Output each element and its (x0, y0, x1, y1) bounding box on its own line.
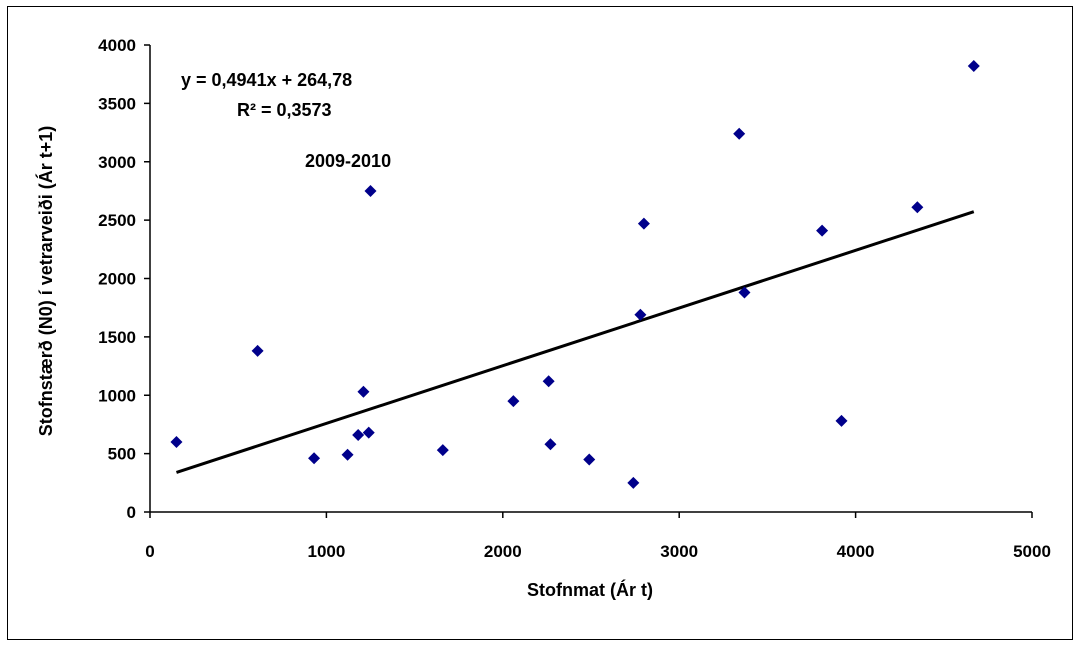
data-point (634, 308, 647, 321)
x-tick-label: 3000 (660, 542, 698, 561)
data-point (308, 452, 321, 465)
y-axis-ticks: 0 500 1000 1500 2000 2500 3000 3500 4000 (98, 36, 150, 522)
x-axis-ticks: 0 1000 2000 3000 4000 5000 (145, 512, 1051, 561)
data-point (911, 201, 924, 214)
data-point (542, 375, 555, 388)
data-point (816, 224, 829, 237)
y-tick-label: 4000 (98, 36, 136, 55)
x-tick-label: 0 (145, 542, 154, 561)
y-tick-label: 3000 (98, 153, 136, 172)
data-point (738, 286, 751, 299)
data-point (170, 435, 183, 448)
data-point (733, 127, 746, 140)
y-tick-label: 2000 (98, 270, 136, 289)
y-tick-label: 1000 (98, 386, 136, 405)
data-point (362, 426, 375, 439)
r-squared-label: R² = 0,3573 (237, 100, 332, 120)
data-point (357, 385, 370, 398)
data-point (507, 395, 520, 408)
data-point (583, 453, 596, 466)
trendline-group (175, 210, 975, 474)
data-point (544, 438, 557, 451)
y-tick-label: 2500 (98, 211, 136, 230)
y-tick-label: 1500 (98, 328, 136, 347)
data-point (967, 60, 980, 73)
data-point (341, 448, 354, 461)
data-points (170, 60, 980, 489)
trendline (175, 210, 975, 474)
x-axis-title: Stofnmat (Ár t) (527, 579, 653, 600)
data-point (637, 217, 650, 230)
y-axis-title: Stofnstærð (N0) í vetrarveiði (Ár t+1) (35, 126, 56, 437)
data-point (436, 444, 449, 457)
chart-frame (7, 6, 1073, 640)
data-point (364, 184, 377, 197)
data-point (835, 414, 848, 427)
data-point (627, 476, 640, 489)
y-tick-label: 0 (127, 503, 136, 522)
x-tick-label: 2000 (484, 542, 522, 561)
point-annotation-2009-2010: 2009-2010 (305, 151, 391, 171)
trendline-equation: y = 0,4941x + 264,78 (181, 70, 352, 90)
y-tick-label: 500 (108, 445, 136, 464)
data-point (251, 344, 264, 357)
y-tick-label: 3500 (98, 94, 136, 113)
x-tick-label: 4000 (837, 542, 875, 561)
x-tick-label: 1000 (307, 542, 345, 561)
x-tick-label: 5000 (1013, 542, 1051, 561)
data-point (352, 428, 365, 441)
